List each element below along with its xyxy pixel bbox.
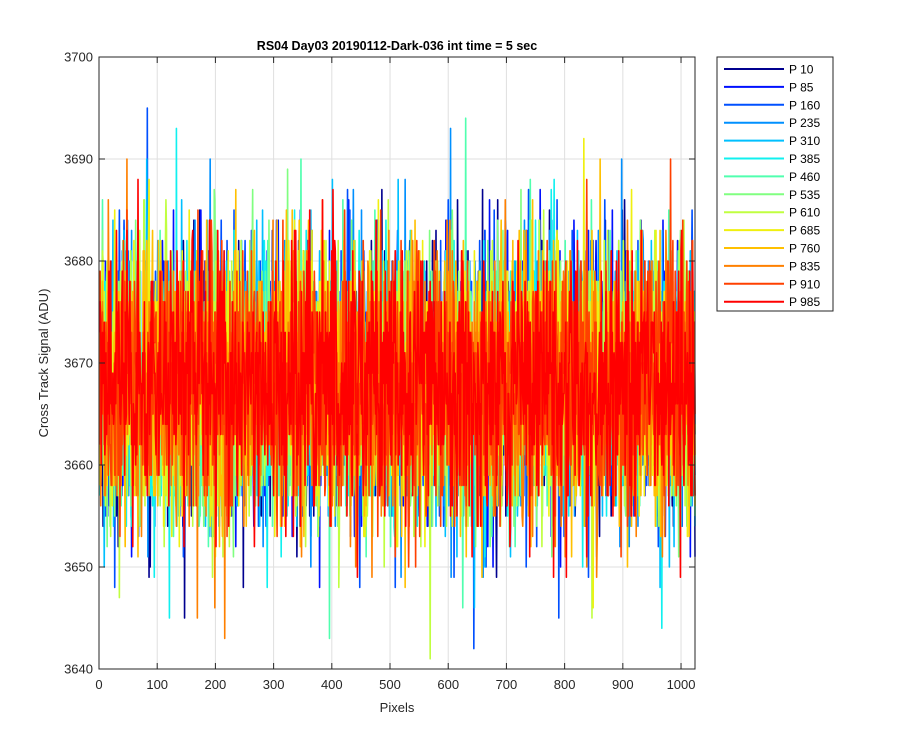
legend-label: P 460 [789,170,820,184]
x-tick-label: 200 [205,677,227,692]
legend-label: P 10 [789,63,814,77]
legend: P 10 P 85 P 160 P 235 P 310 P 385 P 460 P 535 P … [716,56,834,312]
y-tick-label: 3680 [64,254,93,269]
legend-label: P 160 [789,98,820,112]
x-tick-label: 700 [496,677,518,692]
x-tick-label: 800 [554,677,576,692]
legend-label: P 835 [789,259,820,273]
legend-label: P 685 [789,224,820,238]
legend-label: P 760 [789,242,820,256]
legend-label: P 85 [789,80,814,94]
x-tick-label: 600 [437,677,459,692]
y-tick-label: 3670 [64,356,93,371]
x-tick-label: 900 [612,677,634,692]
y-tick-label: 3660 [64,458,93,473]
x-tick-label: 400 [321,677,343,692]
y-tick-label: 3700 [64,50,93,65]
tick-marks [98,56,695,670]
legend-label: P 310 [789,134,820,148]
legend-label: P 535 [789,188,820,202]
legend-label: P 610 [789,206,820,220]
series-line-p985 [98,178,696,578]
y-tick-label: 3640 [64,662,93,677]
x-tick-label: 1000 [667,677,696,692]
y-tick-labels: 3640 3650 3660 3670 3680 3690 3700 [64,50,93,677]
legend-label: P 910 [789,277,820,291]
series-group [98,107,696,660]
x-tick-label: 500 [379,677,401,692]
legend-label: P 385 [789,152,820,166]
legend-entries: P 10 P 85 P 160 P 235 P 310 P 385 P 460 P 535 P … [724,63,820,309]
x-tick-label: 0 [95,677,102,692]
chart-title: RS04 Day03 20190112-Dark-036 int time = … [257,39,537,53]
legend-box [716,56,834,312]
y-axis-label: Cross Track Signal (ADU) [36,289,51,438]
x-tick-label: 300 [263,677,285,692]
legend-label: P 985 [789,295,820,309]
y-tick-label: 3690 [64,152,93,167]
y-tick-label: 3650 [64,560,93,575]
x-axis-label: Pixels [380,700,415,715]
x-tick-labels: 0 100 200 300 400 500 600 700 800 900 1000 [95,677,695,692]
x-tick-label: 100 [146,677,168,692]
legend-label: P 235 [789,116,820,130]
